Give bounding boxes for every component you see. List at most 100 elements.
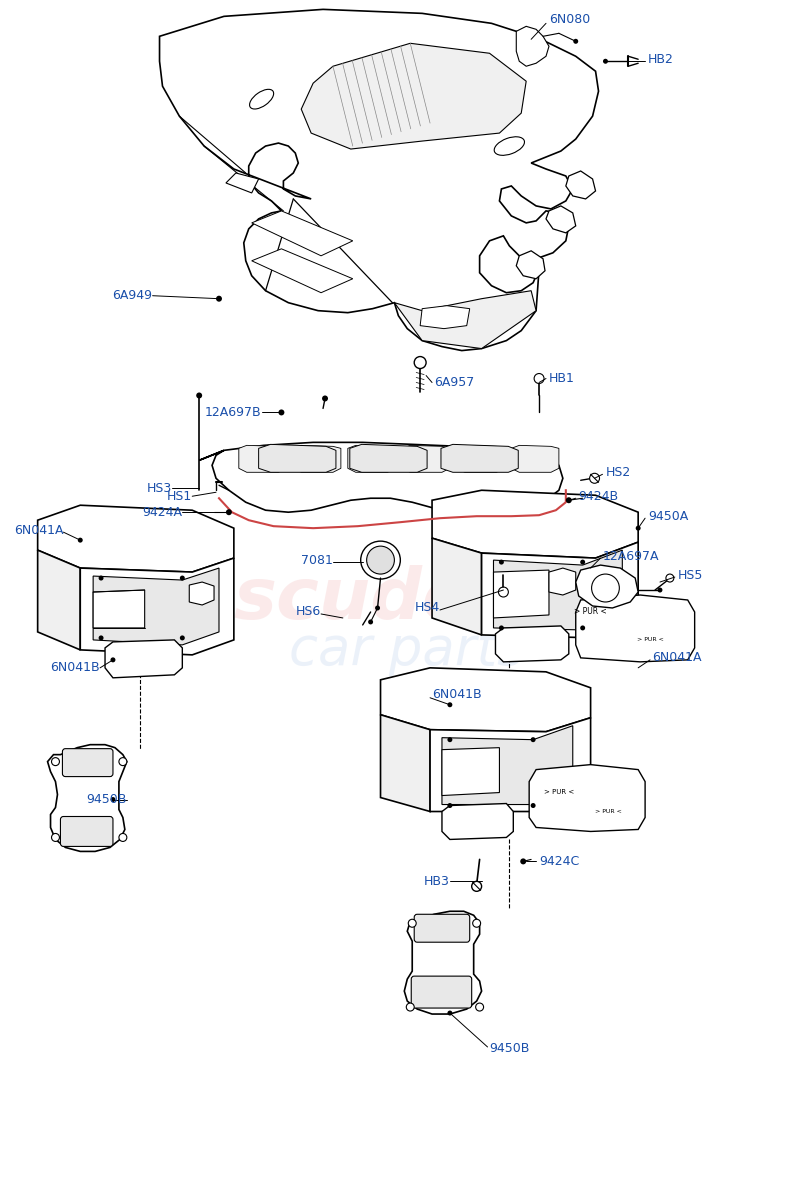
Polygon shape: [37, 550, 80, 650]
Polygon shape: [105, 640, 182, 678]
Circle shape: [279, 409, 284, 415]
Text: > PUR <: > PUR <: [595, 809, 622, 814]
Text: 6A957: 6A957: [434, 376, 475, 389]
Polygon shape: [293, 445, 341, 473]
Circle shape: [666, 574, 674, 582]
Ellipse shape: [360, 541, 400, 580]
Text: > PUR <: > PUR <: [637, 637, 663, 642]
Text: 6N041A: 6N041A: [652, 652, 701, 665]
Circle shape: [119, 757, 127, 766]
Polygon shape: [546, 206, 576, 233]
Circle shape: [447, 803, 452, 808]
Text: car parts: car parts: [289, 624, 525, 676]
Circle shape: [196, 392, 202, 398]
Circle shape: [580, 559, 585, 564]
Text: scuderia: scuderia: [234, 565, 581, 635]
Circle shape: [573, 38, 578, 43]
Polygon shape: [457, 445, 505, 473]
Circle shape: [534, 373, 544, 384]
Circle shape: [471, 881, 482, 892]
Polygon shape: [381, 715, 430, 811]
Polygon shape: [394, 290, 536, 348]
Circle shape: [322, 396, 328, 402]
Circle shape: [408, 919, 416, 928]
Circle shape: [531, 803, 535, 808]
Circle shape: [520, 858, 526, 864]
Circle shape: [180, 636, 185, 641]
Circle shape: [590, 473, 599, 484]
Polygon shape: [37, 505, 234, 572]
Circle shape: [180, 576, 185, 581]
Polygon shape: [350, 444, 427, 473]
Circle shape: [566, 497, 572, 503]
Circle shape: [99, 576, 104, 581]
Circle shape: [475, 1003, 484, 1012]
Polygon shape: [347, 445, 395, 473]
Polygon shape: [404, 911, 482, 1014]
Circle shape: [580, 625, 585, 630]
Polygon shape: [381, 668, 590, 732]
Polygon shape: [516, 26, 549, 66]
Polygon shape: [442, 804, 514, 840]
Text: HS6: HS6: [296, 606, 321, 618]
Circle shape: [473, 919, 480, 928]
FancyBboxPatch shape: [62, 749, 113, 776]
Polygon shape: [576, 595, 695, 662]
Ellipse shape: [249, 89, 274, 109]
FancyBboxPatch shape: [414, 914, 470, 942]
Polygon shape: [403, 445, 450, 473]
Text: 9424A: 9424A: [143, 505, 182, 518]
Circle shape: [447, 1010, 452, 1015]
Circle shape: [368, 619, 373, 624]
Polygon shape: [442, 748, 500, 796]
Polygon shape: [239, 445, 287, 473]
Polygon shape: [252, 211, 353, 256]
Text: HB2: HB2: [648, 53, 674, 66]
Text: 12A697A: 12A697A: [603, 550, 659, 563]
Polygon shape: [160, 10, 599, 350]
Polygon shape: [493, 570, 549, 618]
Circle shape: [447, 737, 452, 742]
Text: 12A697B: 12A697B: [205, 406, 262, 419]
Polygon shape: [258, 444, 336, 473]
Polygon shape: [566, 170, 595, 199]
Polygon shape: [576, 565, 638, 608]
Polygon shape: [432, 491, 638, 558]
Circle shape: [636, 526, 641, 530]
Polygon shape: [420, 306, 470, 329]
Circle shape: [52, 834, 59, 841]
Text: 6N041B: 6N041B: [432, 689, 482, 701]
Polygon shape: [93, 568, 219, 644]
Circle shape: [591, 574, 620, 602]
Circle shape: [216, 295, 222, 301]
Polygon shape: [80, 558, 234, 655]
Circle shape: [447, 702, 452, 707]
Polygon shape: [549, 568, 576, 595]
Polygon shape: [441, 444, 518, 473]
Circle shape: [531, 737, 535, 742]
Polygon shape: [252, 248, 353, 293]
Circle shape: [375, 606, 380, 611]
Circle shape: [658, 588, 663, 593]
Text: HB3: HB3: [424, 875, 450, 888]
Text: HS1: HS1: [167, 490, 192, 503]
Text: 7081: 7081: [301, 553, 333, 566]
Text: HS3: HS3: [147, 481, 173, 494]
Text: 6N041A: 6N041A: [14, 523, 63, 536]
Polygon shape: [511, 445, 559, 473]
Circle shape: [119, 834, 127, 841]
Text: 9424B: 9424B: [578, 490, 619, 503]
Text: HB1: HB1: [549, 372, 575, 385]
Circle shape: [367, 546, 394, 574]
Text: HS5: HS5: [678, 569, 703, 582]
Circle shape: [414, 356, 426, 368]
Circle shape: [603, 59, 608, 64]
Text: HS2: HS2: [605, 466, 631, 479]
Text: 9450A: 9450A: [648, 510, 688, 523]
Polygon shape: [482, 542, 638, 638]
Polygon shape: [496, 626, 569, 662]
FancyBboxPatch shape: [61, 816, 113, 846]
Text: 9450B: 9450B: [87, 793, 127, 806]
Polygon shape: [301, 43, 526, 149]
Text: 9450B: 9450B: [489, 1043, 530, 1056]
